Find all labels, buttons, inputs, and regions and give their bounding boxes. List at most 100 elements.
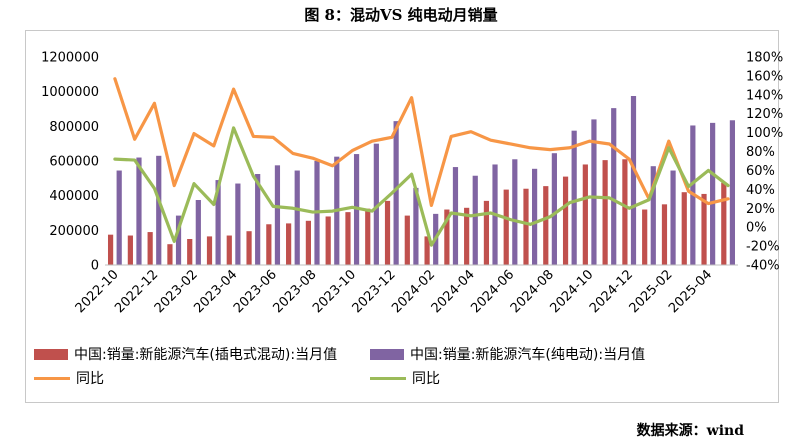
chart-frame [25, 30, 779, 403]
y-axis-right: -40% -20% 0% 20% 40% 60% 80% 100% 120% 140% 160% 18… [746, 51, 783, 274]
legend-item-bev: 中国:销量:新能源汽车(纯电动):当月值 [370, 344, 645, 364]
bar-bev [294, 170, 300, 265]
legend: 中国:销量:新能源汽车(插电式混动):当月值 中国:销量:新能源汽车(纯电动):… [34, 340, 734, 390]
bar-bev [472, 175, 478, 265]
y-left-tick-label: 1000000 [41, 85, 99, 100]
legend-swatch-phev [34, 348, 68, 360]
bar-phev [127, 235, 133, 265]
bar-bev [195, 200, 201, 265]
bar-bev [512, 159, 518, 265]
bar-phev [187, 239, 193, 265]
y-axis-left: 0 200000 400000 600000 800000 1000000 1200000 [41, 51, 99, 274]
bar-bev [532, 168, 538, 265]
bar-phev [404, 215, 410, 265]
bar-bev [413, 187, 419, 265]
bar-bev [591, 119, 597, 266]
y-left-tick-label: 400000 [49, 189, 99, 204]
bar-phev [562, 176, 569, 265]
legend-label-bev-yoy: 同比 [412, 371, 440, 387]
bar-bev [274, 165, 281, 265]
bar-bev [175, 215, 182, 265]
bar-bev [551, 153, 557, 265]
y-left-tick-label: 1200000 [41, 51, 99, 66]
bar-phev [582, 164, 588, 265]
bar-phev [167, 244, 173, 265]
y-right-tick-label: 140% [746, 88, 783, 103]
bar-bev [373, 143, 379, 265]
bar-phev [721, 182, 727, 265]
bar-phev [305, 220, 311, 265]
bar-bev [136, 157, 142, 265]
y-right-tick-label: 80% [746, 145, 775, 160]
bar-bev [116, 170, 122, 265]
legend-item-phev-yoy: 同比 [34, 368, 104, 388]
y-right-tick-label: 120% [746, 107, 783, 122]
bar-phev [325, 216, 331, 265]
bar-bev [630, 96, 637, 265]
y-right-tick-label: 0% [746, 221, 767, 236]
bar-phev [345, 212, 351, 265]
bar-phev [206, 236, 213, 265]
bar-phev [286, 223, 292, 265]
y-left-tick-label: 0 [91, 259, 99, 274]
bar-phev [642, 209, 648, 265]
x-tick-label: 2025-04 [666, 267, 715, 316]
bar-bev [235, 183, 241, 265]
bar-bev [255, 174, 261, 265]
bar-bev [571, 130, 577, 265]
bar-phev [681, 192, 687, 265]
line-phev-yoy [113, 77, 730, 208]
y-right-tick-label: 20% [746, 202, 775, 217]
bar-phev [483, 200, 490, 265]
bar-bev [156, 155, 162, 265]
y-left-tick-label: 600000 [49, 155, 99, 170]
y-right-tick-label: 180% [746, 51, 783, 66]
bar-bev [611, 108, 617, 265]
legend-swatch-phev-yoy [34, 376, 70, 380]
bar-phev [246, 231, 252, 265]
bar-bev [729, 120, 736, 266]
bar-phev [444, 209, 450, 265]
bar-bev [670, 170, 676, 265]
bar-phev [384, 200, 391, 265]
legend-label-phev-yoy: 同比 [76, 371, 104, 387]
y-right-tick-label: 100% [746, 126, 783, 141]
legend-swatch-bev [370, 348, 404, 360]
bar-bev [393, 121, 399, 265]
bar-phev [622, 159, 628, 265]
legend-label-bev: 中国:销量:新能源汽车(纯电动):当月值 [410, 347, 646, 363]
bar-phev [602, 160, 608, 265]
bar-bev [710, 122, 716, 266]
bar-phev [147, 232, 153, 265]
y-right-tick-label: 60% [746, 164, 775, 179]
bar-bev [650, 166, 656, 265]
y-left-tick-label: 200000 [49, 224, 99, 239]
bar-phev [543, 186, 549, 265]
x-axis: 2022-102022-122023-022023-042023-062023-… [73, 264, 738, 316]
legend-item-bev-yoy: 同比 [370, 368, 440, 388]
y-left-tick-label: 800000 [49, 120, 99, 135]
y-right-tick-label: 160% [746, 69, 783, 84]
data-source: 数据来源：wind [636, 423, 744, 439]
bar-phev [701, 193, 707, 265]
bar-bev [215, 180, 221, 265]
legend-item-phev: 中国:销量:新能源汽车(插电式混动):当月值 [34, 344, 337, 364]
bar-phev [424, 236, 430, 265]
y-right-tick-label: -40% [746, 259, 780, 274]
bar-bev [452, 167, 459, 265]
line-series [113, 77, 730, 247]
y-right-tick-label: -20% [746, 240, 780, 255]
legend-label-phev: 中国:销量:新能源汽车(插电式混动):当月值 [74, 347, 338, 363]
bar-phev [226, 235, 232, 265]
bar-phev [464, 207, 470, 265]
legend-swatch-bev-yoy [370, 376, 406, 380]
y-right-tick-label: 40% [746, 183, 775, 198]
line-bev-yoy [113, 126, 730, 247]
bar-phev [503, 189, 509, 265]
bar-phev [523, 188, 529, 265]
bar-phev [266, 224, 272, 265]
chart-title: 图 8：混动VS 纯电动月销量 [304, 6, 498, 24]
bar-phev [365, 208, 371, 265]
bar-phev [661, 204, 668, 265]
